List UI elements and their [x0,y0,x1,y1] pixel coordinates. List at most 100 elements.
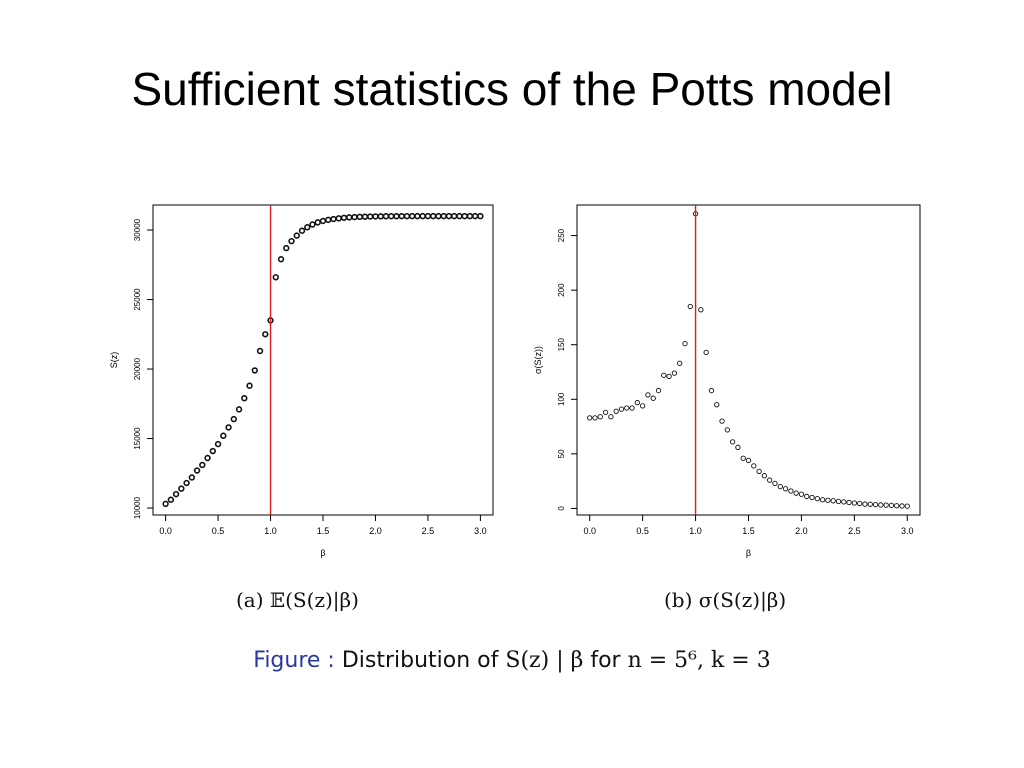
chart-1-data-point [745,457,752,464]
chart-1-y-tick-label: 100 [557,392,566,406]
chart-0-data-point [199,461,206,469]
chart-0-x-tick-label: 0.5 [212,526,225,536]
chart-0-data-point [367,213,374,220]
chart-0-data-point [319,217,327,225]
chart-1-y-tick-label: 250 [557,228,566,242]
chart-1-data-point [841,499,847,505]
chart-1-data-point [618,406,625,412]
chart-1-data-point [714,402,720,408]
chart-std-dev: 0.0 0.5 1.0 1.5 2.0 2.5 3.0 0 50 100 150 200 250 β σ(S… [533,204,921,558]
chart-0-y-tick-label: 25000 [133,288,142,311]
chart-0-data-point [356,213,363,221]
chart-1-data-point [634,399,640,406]
chart-1-data-point [740,455,746,461]
chart-1-data-point [666,373,672,380]
chart-0-y-tick-label: 20000 [133,357,142,380]
chart-1-data-point [592,415,598,421]
chart-1-data-point [798,491,805,497]
chart-1-data-point [661,372,667,378]
chart-1-data-point [788,488,794,494]
chart-1-data-point [655,387,662,394]
chart-0-x-tick-label: 1.0 [264,526,277,536]
chart-0-x-axis-label: β [320,548,325,558]
chart-1-data-point [587,415,593,421]
chart-0-x-tick-label: 2.0 [369,526,382,536]
chart-0-data-point [204,454,211,462]
chart-1-data-point [819,497,826,503]
chart-0-y-tick-label: 15000 [133,427,142,450]
chart-0-data-point [393,212,400,220]
chart-0-data-point [225,424,232,431]
chart-1-data-point [809,494,815,501]
chart-0-data-point [335,215,342,222]
chart-0-data-point [235,406,243,413]
chart-0-data-point [256,347,264,355]
chart-1-data-point [751,463,757,469]
chart-0-data-point [251,367,258,374]
chart-0-data-point [414,212,421,220]
figure-caption-text-2: for [583,648,628,673]
chart-1-x-tick-label: 2.0 [795,526,808,536]
chart-0-data-point [246,382,253,389]
chart-1-data-point [682,340,688,347]
figure-caption-math-1: S(z) | β [505,648,584,673]
chart-1-data-point [729,439,736,445]
chart-0-plot-frame [152,204,494,516]
chart-1-data-point [851,500,858,506]
figure-caption-label: Figure : [253,648,335,673]
chart-1-data-point [629,405,635,411]
chart-1-data-point [645,392,651,398]
chart-0-data-point [304,224,311,231]
chart-0-y-tick-label: 10000 [133,496,142,519]
chart-0-data-point [372,213,379,220]
chart-1-data-point [825,497,831,503]
chart-0-data-point [193,467,201,474]
chart-1-data-point [835,498,842,505]
chart-0-data-point [178,485,185,492]
chart-1-y-tick-label: 200 [557,283,566,297]
chart-1-data-point [857,500,863,507]
chart-1-data-point [767,477,773,483]
chart-1-x-tick-label: 1.0 [689,526,702,536]
chart-1-data-point [724,427,730,433]
subfigure-caption-b: (b) σ(S(z)|β) [664,588,787,612]
chart-0-data-point [293,232,300,239]
chart-1-y-axis-label: σ(S(z)) [533,346,543,374]
chart-0-data-point [340,214,348,221]
chart-0-data-point [283,244,290,252]
chart-1-data-point [761,473,768,479]
chart-1-data-point [894,503,900,509]
chart-0-data-point [298,227,306,234]
chart-0-data-point [419,212,426,220]
chart-0-x-tick-label: 3.0 [474,526,487,536]
figure-caption: Figure : Distribution of S(z) | β for n … [0,648,1024,673]
chart-1-x-axis-label: β [746,548,751,558]
chart-1-data-point [872,501,879,508]
chart-1-x-tick-label: 3.0 [901,526,914,536]
chart-0-y-axis-label: S(z) [109,352,119,369]
chart-1-data-point [639,403,646,409]
chart-1-data-point [624,405,630,411]
chart-1-data-point [698,307,704,313]
chart-0-data-point [429,212,437,220]
chart-0-data-point [241,395,248,402]
chart-0-data-point [167,496,175,503]
chart-1-data-point [878,502,884,508]
chart-0-data-point [346,214,353,221]
chart-0-data-point [377,213,384,220]
chart-0-data-point [471,212,479,220]
chart-0-data-point [214,440,222,448]
chart-0-data-point [477,212,484,220]
chart-0-data-point [403,212,411,220]
chart-0-data-point [172,490,180,498]
chart-0-data-point [450,212,458,220]
chart-1-x-tick-label: 1.5 [742,526,755,536]
chart-0-data-point [325,216,332,224]
chart-1-data-point [888,502,895,509]
chart-0-data-point [398,212,405,220]
chart-0-data-point [388,213,395,220]
chart-0-data-point [330,215,337,223]
chart-1-data-point [613,408,619,414]
chart-1-data-point [867,501,873,507]
chart-1-x-tick-label: 0.0 [583,526,596,536]
